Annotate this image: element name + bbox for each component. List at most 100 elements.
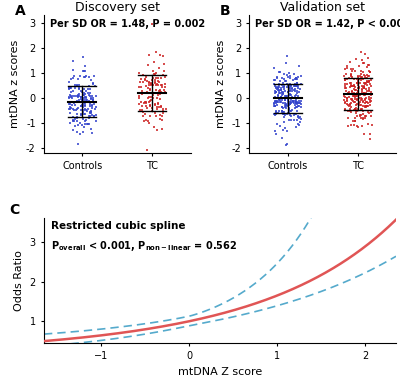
Point [354, 85, 361, 91]
Point [367, 97, 374, 103]
Point [277, 99, 284, 105]
Point [360, 99, 366, 105]
Point [272, 77, 278, 83]
Point [364, 103, 370, 109]
Point [344, 101, 350, 107]
Point [276, 69, 282, 75]
Point [78, 87, 84, 93]
Point [347, 80, 353, 86]
Point [284, 84, 290, 90]
Point [85, 90, 91, 96]
Point [80, 92, 86, 98]
Point [360, 72, 367, 78]
Point [150, 83, 156, 89]
Point [359, 111, 366, 117]
Point [363, 78, 370, 84]
Point [67, 110, 74, 116]
Point [280, 89, 286, 95]
Point [282, 100, 288, 106]
Point [364, 99, 370, 105]
Point [298, 81, 304, 87]
Point [354, 88, 361, 94]
Point [72, 83, 79, 89]
Point [290, 112, 297, 118]
Point [361, 85, 367, 91]
Point [367, 81, 374, 87]
Point [294, 104, 300, 110]
Point [360, 116, 367, 122]
Point [283, 103, 289, 109]
Point [136, 70, 142, 76]
Point [366, 88, 373, 94]
Point [69, 114, 76, 120]
Point [297, 114, 303, 120]
Point [88, 130, 95, 136]
Point [88, 126, 94, 132]
Point [290, 77, 296, 83]
Point [87, 101, 94, 107]
Point [66, 85, 72, 91]
Point [145, 118, 151, 124]
Point [357, 80, 363, 86]
Point [361, 86, 367, 92]
Point [142, 75, 148, 81]
Point [155, 100, 161, 106]
Point [86, 98, 93, 104]
Point [355, 89, 361, 95]
Point [138, 76, 144, 82]
Point [342, 94, 348, 100]
Point [68, 85, 74, 91]
Point [146, 80, 152, 86]
Point [364, 100, 371, 106]
Point [277, 69, 283, 75]
Point [152, 75, 159, 81]
Point [368, 122, 375, 128]
Point [281, 97, 288, 103]
Point [352, 106, 358, 112]
Point [279, 135, 285, 141]
Point [283, 53, 290, 59]
Point [354, 80, 360, 86]
Point [279, 98, 285, 104]
Point [162, 89, 169, 95]
Point [344, 65, 350, 71]
Point [357, 102, 363, 108]
Point [287, 81, 294, 87]
Point [291, 103, 298, 109]
Point [149, 21, 155, 28]
Point [292, 93, 298, 99]
Point [142, 77, 148, 83]
Point [86, 86, 93, 92]
Point [295, 98, 302, 104]
Point [359, 123, 366, 129]
Point [287, 82, 294, 88]
Point [365, 73, 372, 79]
Point [362, 73, 368, 79]
Point [351, 82, 358, 88]
Point [362, 80, 368, 86]
Point [360, 107, 366, 113]
Point [294, 101, 300, 107]
Point [142, 90, 148, 96]
Point [80, 97, 87, 103]
Point [159, 113, 165, 119]
Point [349, 83, 356, 89]
Point [359, 83, 365, 89]
Point [155, 82, 161, 88]
Point [342, 77, 348, 83]
Point [70, 67, 76, 74]
Point [291, 71, 297, 77]
Point [355, 74, 361, 80]
Point [78, 89, 85, 95]
Point [149, 108, 155, 114]
Point [76, 81, 82, 87]
Point [142, 74, 149, 80]
Point [282, 102, 289, 108]
Point [140, 90, 146, 96]
Point [86, 115, 92, 121]
Point [86, 74, 92, 80]
Point [272, 100, 279, 106]
Point [157, 116, 163, 122]
Point [272, 83, 278, 89]
Point [74, 82, 80, 88]
